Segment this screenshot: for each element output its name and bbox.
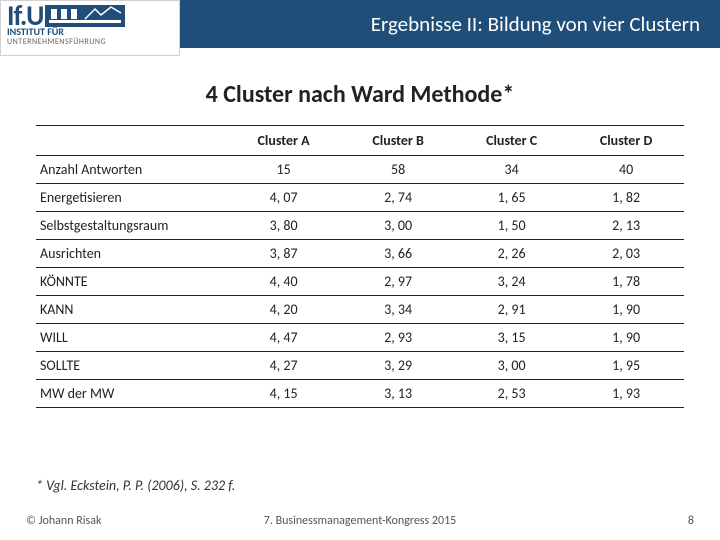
cell: 2, 03 [568,240,684,268]
row-label: Selbstgestaltungsraum [36,212,226,240]
footer-event: 7. Businessmanagement-Kongress 2015 [0,514,720,528]
cell: 15 [226,156,341,184]
cell: 1, 82 [568,184,684,212]
cell: 3, 00 [341,212,455,240]
table-row: Energetisieren4, 072, 741, 651, 82 [36,184,684,212]
cell: 2, 74 [341,184,455,212]
cell: 2, 53 [455,380,568,408]
row-label: Energetisieren [36,184,226,212]
row-label: Ausrichten [36,240,226,268]
col-header: Cluster D [568,126,684,156]
cell: 3, 24 [455,268,568,296]
footer: © Johann Risak 7. Businessmanagement-Kon… [0,514,720,528]
cell: 4, 27 [226,352,341,380]
cell: 58 [341,156,455,184]
cell: 2, 26 [455,240,568,268]
col-header: Cluster A [226,126,341,156]
logo-brand: If.U [7,5,43,27]
cell: 3, 87 [226,240,341,268]
page-subtitle: 4 Cluster nach Ward Methode* [36,80,684,109]
table-row: WILL4, 472, 933, 151, 90 [36,324,684,352]
cell: 2, 91 [455,296,568,324]
cell: 3, 13 [341,380,455,408]
table-row: SOLLTE4, 273, 293, 001, 95 [36,352,684,380]
cell: 1, 93 [568,380,684,408]
cell: 4, 47 [226,324,341,352]
table-row: MW der MW4, 153, 132, 531, 93 [36,380,684,408]
cell: 2, 93 [341,324,455,352]
table-row: Anzahl Antworten15583440 [36,156,684,184]
cluster-table: Cluster A Cluster B Cluster C Cluster D … [36,125,684,408]
logo-line1: INSTITUT FÜR [7,27,173,37]
cell: 3, 00 [455,352,568,380]
logo-line2: UNTERNEHMENSFÜHRUNG [7,38,173,46]
col-header: Cluster C [455,126,568,156]
table-row: Selbstgestaltungsraum3, 803, 001, 502, 1… [36,212,684,240]
table-body: Anzahl Antworten15583440 Energetisieren4… [36,156,684,408]
cell: 3, 15 [455,324,568,352]
row-label: KANN [36,296,226,324]
cell: 2, 97 [341,268,455,296]
cell: 3, 34 [341,296,455,324]
cell: 1, 90 [568,324,684,352]
table-row: KÖNNTE4, 402, 973, 241, 78 [36,268,684,296]
row-label: SOLLTE [36,352,226,380]
cell: 1, 90 [568,296,684,324]
col-header: Cluster B [341,126,455,156]
cell: 1, 95 [568,352,684,380]
cell: 40 [568,156,684,184]
logo-graphic-icon [45,5,125,27]
col-header [36,126,226,156]
cell: 3, 66 [341,240,455,268]
cell: 3, 29 [341,352,455,380]
cell: 1, 50 [455,212,568,240]
cell: 3, 80 [226,212,341,240]
content-area: 4 Cluster nach Ward Methode* Cluster A C… [0,80,720,408]
cell: 34 [455,156,568,184]
row-label: Anzahl Antworten [36,156,226,184]
cell: 4, 15 [226,380,341,408]
cell: 4, 07 [226,184,341,212]
cell: 2, 13 [568,212,684,240]
row-label: MW der MW [36,380,226,408]
cell: 1, 65 [455,184,568,212]
row-label: KÖNNTE [36,268,226,296]
logo: If.U INSTITUT FÜR UNTERNEHMENSFÜHRUNG [0,0,180,56]
slide-number: 8 [688,514,694,528]
table-row: Ausrichten3, 873, 662, 262, 03 [36,240,684,268]
row-label: WILL [36,324,226,352]
footnote: * Vgl. Eckstein, P. P. (2006), S. 232 f. [36,477,235,494]
logo-top: If.U [7,5,173,27]
cell: 4, 20 [226,296,341,324]
table-row: KANN4, 203, 342, 911, 90 [36,296,684,324]
header-title: Ergebnisse II: Bildung von vier Clustern [371,11,700,37]
cell: 4, 40 [226,268,341,296]
table-header-row: Cluster A Cluster B Cluster C Cluster D [36,126,684,156]
cell: 1, 78 [568,268,684,296]
